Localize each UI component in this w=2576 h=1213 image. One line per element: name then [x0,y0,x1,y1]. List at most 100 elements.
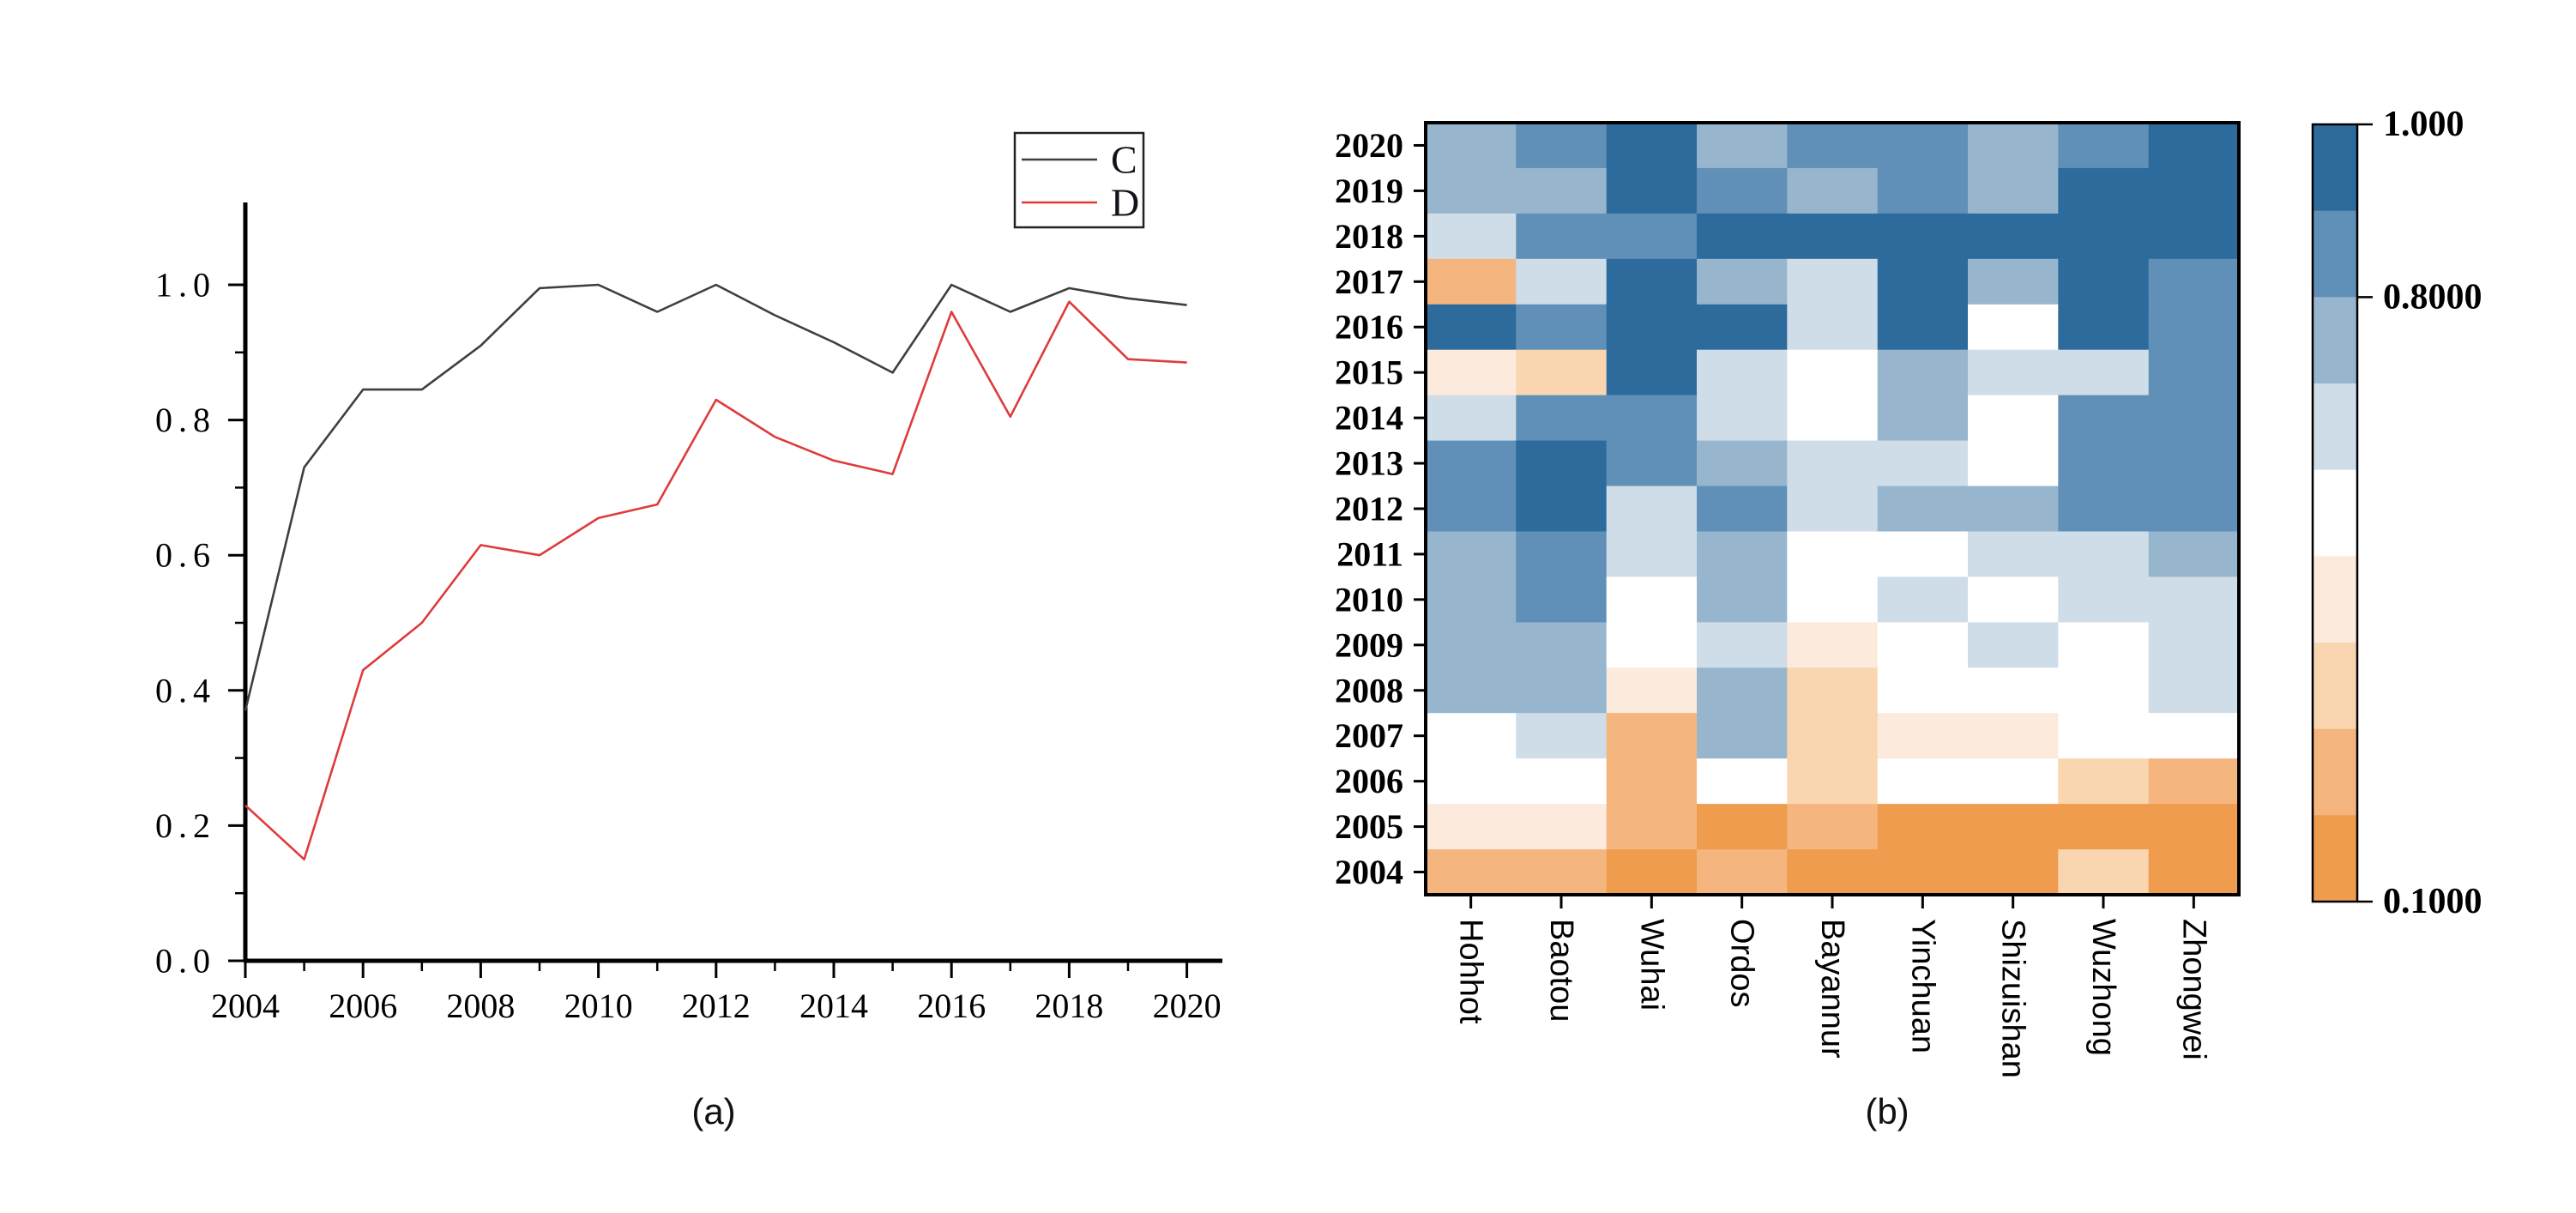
heatmap-row-label: 2005 [1335,807,1403,846]
colorbar-tick-label: 0.1000 [2383,882,2482,921]
heatmap-cell [1968,123,2060,169]
heatmap-cell [1877,622,1970,669]
heatmap-col-label: Hohhot [1453,919,1489,1024]
legend-label-D: D [1111,181,1139,225]
heatmap-cell [1606,804,1698,851]
heatmap-cell [1426,123,1517,169]
heatmap-row-label: 2009 [1335,625,1403,664]
heatmap-cell [1697,758,1789,806]
heatmap-cell [1877,258,1970,305]
heatmap-cell [1426,349,1517,396]
heatmap-row-label: 2016 [1335,308,1403,347]
heatmap-cell [1968,622,2060,669]
heatmap-cell [1877,667,1970,715]
heatmap-cell [1697,395,1789,442]
heatmap-cell [2058,258,2150,305]
y-tick-label: 1.0 [155,266,216,305]
heatmap-cell [1697,713,1789,760]
heatmap-cell [1877,849,1970,896]
heatmap-cell [1516,576,1608,624]
heatmap-cell [1787,622,1879,669]
heatmap-cell [1697,258,1789,305]
heatmap-cell [2148,349,2241,396]
heatmap-cell [1968,531,2060,578]
heatmap-cell [1968,804,2060,851]
heatmap-cell [1697,304,1789,351]
heatmap-cell [2148,531,2241,578]
heatmap-cell [1606,213,1698,260]
heatmap-col-label: Yinchuan [1904,919,1940,1053]
heatmap-cell [2148,758,2241,806]
heatmap-cell [1516,758,1608,806]
heatmap-cell [1606,713,1698,760]
heatmap-cell [1516,531,1608,578]
heatmap-cell [1877,758,1970,806]
heatmap-cell [1426,258,1517,305]
x-tick-label: 2016 [917,987,986,1025]
caption-a: (a) [691,1091,736,1132]
heatmap-cell [1877,713,1970,760]
heatmap-cell [2058,123,2150,169]
heatmap-cell [1426,213,1517,260]
heatmap-cell [1968,213,2060,260]
heatmap-cell [1606,531,1698,578]
heatmap-cell [1787,713,1879,760]
heatmap-cell [2058,395,2150,442]
heatmap-cell [1606,486,1698,533]
heatmap-row-label: 2006 [1335,762,1403,800]
heatmap-cell [1426,486,1517,533]
heatmap-cell [1787,167,1879,214]
heatmap-cell [1968,440,2060,487]
heatmap-cell [2058,804,2150,851]
colorbar-band [2313,643,2357,730]
heatmap-row-label: 2012 [1335,490,1403,528]
colorbar-tick-label: 1.000 [2383,105,2464,144]
heatmap-cell [1787,258,1879,305]
heatmap-cell [1968,576,2060,624]
heatmap-cell [1516,486,1608,533]
heatmap-cell [1426,804,1517,851]
heatmap-cell [1516,258,1608,305]
heatmap-cell [1516,304,1608,351]
heatmap-cell [1516,213,1608,260]
colorbar-band [2313,815,2357,902]
heatmap-row-label: 2018 [1335,217,1403,256]
colorbar-band [2313,297,2357,384]
heatmap-row-label: 2017 [1335,263,1403,301]
heatmap-cell [1787,531,1879,578]
heatmap-row-label: 2014 [1335,399,1403,438]
heatmap-cell [1877,531,1970,578]
heatmap-cell [1697,622,1789,669]
heatmap-cell [1697,440,1789,487]
heatmap-row-label: 2013 [1335,444,1403,483]
heatmap-cell [1787,849,1879,896]
heatmap-cell [1787,440,1879,487]
heatmap-cell [2058,349,2150,396]
heatmap-cell [1697,123,1789,169]
heatmap-cell [1787,395,1879,442]
heatmap-row-label: 2011 [1336,534,1403,573]
heatmap-cell [1426,758,1517,806]
heatmap-col-label: Shizuishan [1995,919,2031,1078]
heatmap-row-label: 2020 [1335,126,1403,165]
y-tick-label: 0.6 [155,536,216,575]
heatmap-cell [1516,622,1608,669]
heatmap-cell [2148,258,2241,305]
heatmap-cell [1968,258,2060,305]
heatmap-cell [1426,395,1517,442]
x-tick-label: 2012 [682,987,751,1025]
heatmap-cell [1877,167,1970,214]
heatmap-cell [2058,440,2150,487]
heatmap-cell [1697,849,1789,896]
x-tick-label: 2014 [799,987,868,1025]
heatmap-cell [1426,304,1517,351]
heatmap-cell [2058,849,2150,896]
heatmap-cell [2148,123,2241,169]
heatmap-cell [1787,758,1879,806]
heatmap-cell [1516,713,1608,760]
heatmap-cell [1697,576,1789,624]
heatmap-cell [1877,440,1970,487]
heatmap-cell [2058,167,2150,214]
